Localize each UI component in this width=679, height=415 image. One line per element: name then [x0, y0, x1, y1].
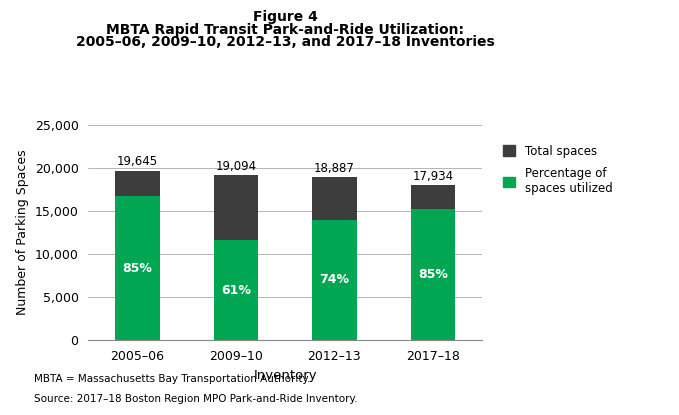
Bar — [115, 171, 160, 196]
Text: 61%: 61% — [221, 283, 251, 297]
Bar — [312, 177, 356, 220]
Text: 19,094: 19,094 — [215, 160, 257, 173]
Text: 18,887: 18,887 — [314, 162, 355, 175]
Text: 17,934: 17,934 — [412, 170, 454, 183]
Text: 85%: 85% — [418, 268, 447, 281]
Y-axis label: Number of Parking Spaces: Number of Parking Spaces — [16, 149, 29, 315]
Bar — [411, 186, 455, 209]
Legend: Total spaces, Percentage of
spaces utilized: Total spaces, Percentage of spaces utili… — [500, 141, 616, 199]
Bar — [411, 209, 455, 340]
Text: 74%: 74% — [319, 273, 350, 286]
X-axis label: Inventory: Inventory — [253, 369, 317, 381]
Bar — [214, 176, 258, 240]
Bar — [312, 220, 356, 340]
Text: 2005–06, 2009–10, 2012–13, and 2017–18 Inventories: 2005–06, 2009–10, 2012–13, and 2017–18 I… — [76, 35, 494, 49]
Text: MBTA = Massachusetts Bay Transportation Authority.: MBTA = Massachusetts Bay Transportation … — [34, 374, 310, 383]
Text: Figure 4: Figure 4 — [253, 10, 318, 24]
Text: MBTA Rapid Transit Park-and-Ride Utilization:: MBTA Rapid Transit Park-and-Ride Utiliza… — [106, 23, 464, 37]
Text: Source: 2017–18 Boston Region MPO Park-and-Ride Inventory.: Source: 2017–18 Boston Region MPO Park-a… — [34, 394, 357, 404]
Text: 19,645: 19,645 — [117, 155, 158, 168]
Bar — [115, 196, 160, 340]
Bar — [214, 240, 258, 340]
Text: 85%: 85% — [123, 262, 152, 275]
